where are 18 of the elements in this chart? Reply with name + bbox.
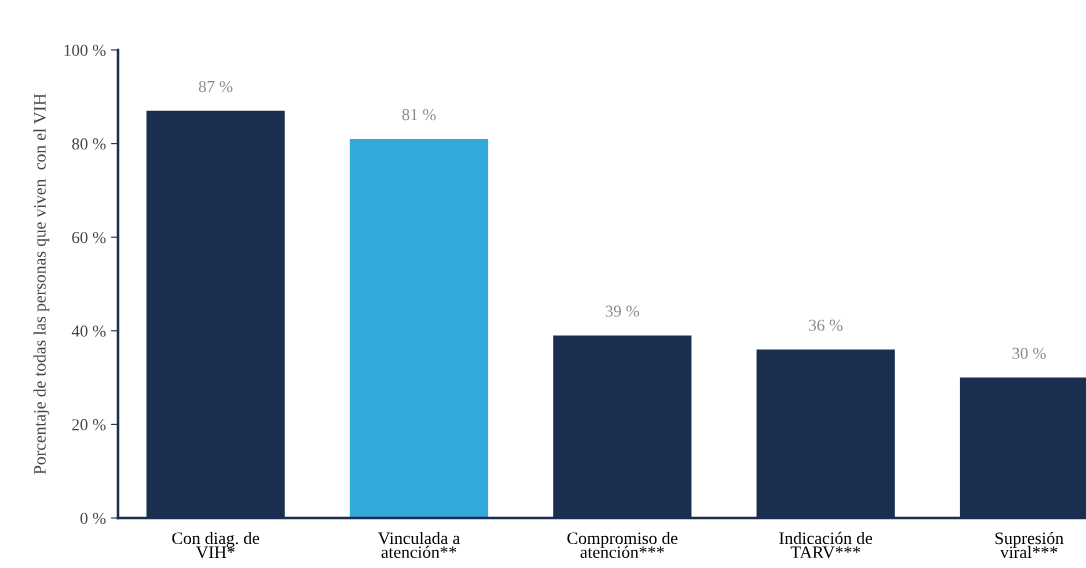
y-tick-label: 20 % — [72, 419, 106, 431]
y-tick-label: 0 % — [80, 512, 106, 524]
data-label: 87 % — [198, 80, 233, 93]
bar — [349, 138, 489, 518]
y-axis-title: Porcentaje de todas las personas que viven con el VIH — [33, 93, 50, 475]
y-tick-label: 100 % — [64, 44, 106, 56]
data-label: 36 % — [809, 319, 843, 331]
y-tick-label: 60 % — [72, 231, 106, 244]
data-label: 39 % — [605, 305, 640, 317]
x-tick-label: Compromiso de atención*** — [567, 531, 678, 559]
y-tick-label: 40 % — [71, 325, 106, 337]
x-tick-label: Indicación de TARV*** — [779, 531, 873, 559]
data-label: 30 % — [1012, 347, 1046, 359]
x-tick-label: Con diag. de VIH* — [172, 531, 260, 559]
x-tick-label: Supresión viral*** — [995, 531, 1064, 559]
y-tick-label: 80 % — [72, 138, 106, 150]
data-label: 81 % — [402, 109, 436, 121]
x-tick-label: Vinculada a atención** — [377, 531, 460, 559]
